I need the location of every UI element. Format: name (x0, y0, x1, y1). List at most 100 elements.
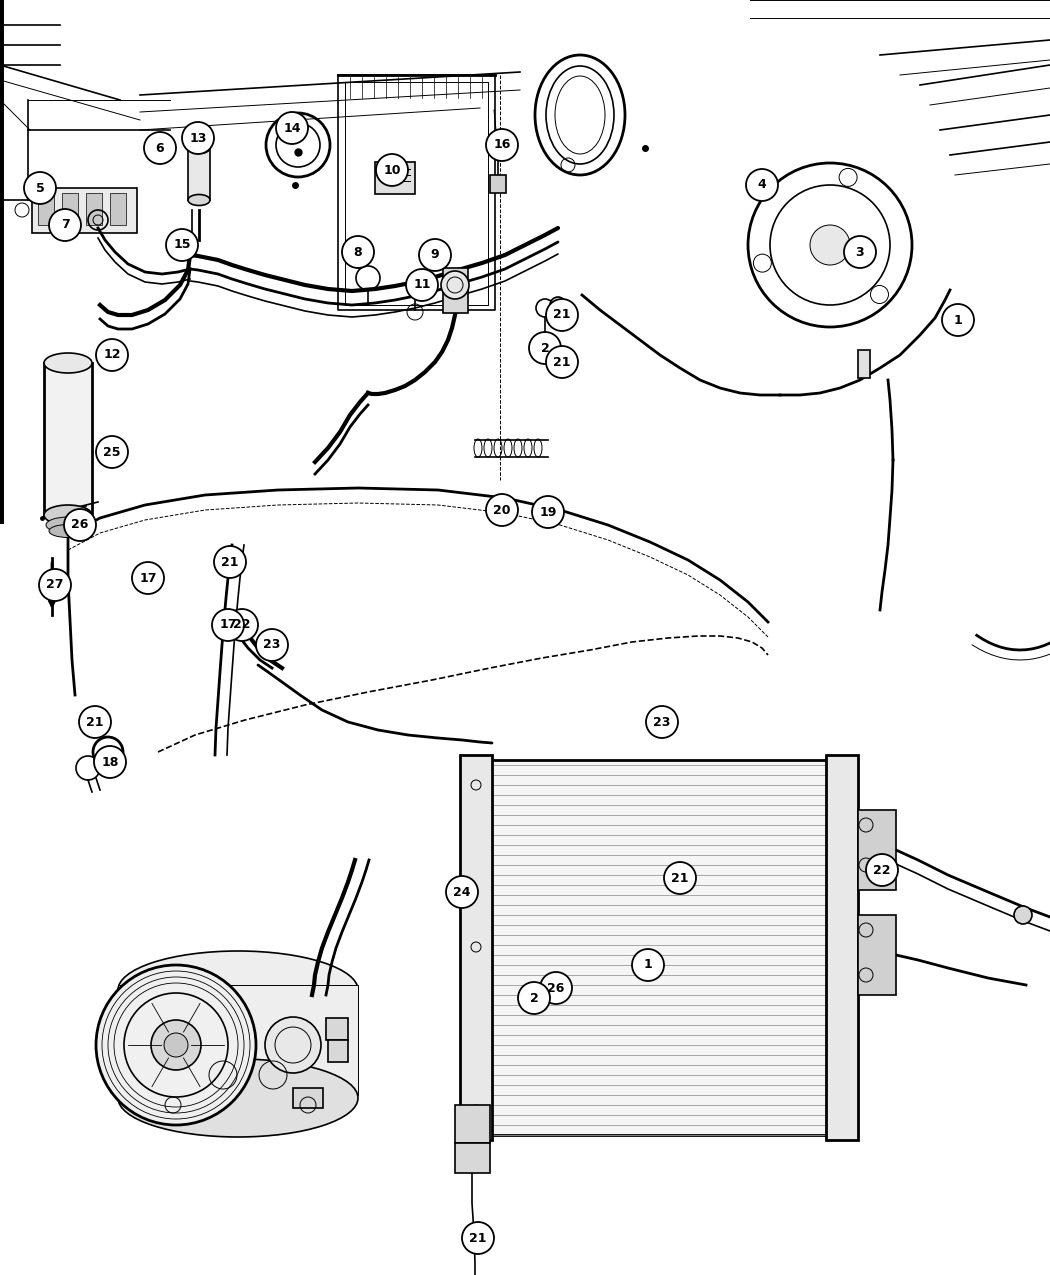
Bar (44, 363, 92, 515)
Text: 8: 8 (354, 246, 362, 259)
Circle shape (866, 854, 898, 886)
Circle shape (664, 862, 696, 894)
Circle shape (546, 346, 578, 377)
Circle shape (144, 133, 176, 164)
Bar (455, 1105, 490, 1142)
Bar (858, 810, 896, 890)
Bar (326, 1017, 348, 1040)
Circle shape (810, 224, 851, 265)
Text: 19: 19 (540, 505, 557, 519)
Text: 24: 24 (454, 886, 470, 899)
Circle shape (550, 351, 566, 366)
Circle shape (839, 168, 857, 186)
Text: 27: 27 (46, 579, 64, 592)
Circle shape (518, 982, 550, 1014)
Bar (460, 755, 492, 1140)
Text: 18: 18 (101, 756, 119, 769)
Ellipse shape (49, 524, 87, 538)
Circle shape (256, 629, 288, 660)
Text: 14: 14 (284, 121, 300, 134)
Bar (188, 148, 210, 200)
Text: 26: 26 (71, 519, 88, 532)
Circle shape (164, 1033, 188, 1057)
Bar (110, 193, 126, 224)
Bar (826, 755, 858, 1140)
Circle shape (419, 238, 452, 272)
Text: 4: 4 (758, 179, 766, 191)
Circle shape (342, 236, 374, 268)
Text: 5: 5 (36, 181, 44, 195)
Text: 12: 12 (103, 348, 121, 362)
Bar (158, 1088, 188, 1108)
Text: 10: 10 (383, 163, 401, 176)
Circle shape (632, 949, 664, 980)
Ellipse shape (188, 195, 210, 205)
Text: 9: 9 (430, 249, 439, 261)
Circle shape (462, 1221, 493, 1255)
Text: 21: 21 (671, 872, 689, 885)
Text: 17: 17 (140, 571, 156, 584)
Circle shape (151, 1020, 201, 1070)
Ellipse shape (44, 505, 92, 525)
Circle shape (166, 230, 198, 261)
Circle shape (212, 609, 244, 641)
Circle shape (1014, 907, 1032, 924)
Bar (118, 986, 358, 1095)
Text: 26: 26 (547, 982, 565, 994)
Circle shape (486, 493, 518, 527)
Text: 2: 2 (529, 992, 539, 1005)
Bar (62, 193, 78, 224)
Bar (490, 760, 828, 1135)
Circle shape (49, 209, 81, 241)
Circle shape (942, 303, 974, 337)
Text: 21: 21 (469, 1232, 487, 1244)
Circle shape (746, 170, 778, 201)
Circle shape (488, 135, 508, 156)
Text: 16: 16 (494, 139, 510, 152)
Circle shape (182, 122, 214, 154)
Text: 17: 17 (219, 618, 236, 631)
Circle shape (446, 876, 478, 908)
Bar (858, 915, 896, 994)
Text: 2: 2 (541, 342, 549, 354)
Circle shape (96, 965, 256, 1125)
Circle shape (132, 562, 164, 594)
Circle shape (96, 339, 128, 371)
Circle shape (226, 609, 258, 641)
Bar (490, 175, 506, 193)
Bar (858, 351, 870, 377)
Circle shape (39, 569, 71, 601)
Circle shape (646, 706, 678, 738)
Text: 22: 22 (874, 863, 890, 876)
Text: 1: 1 (644, 959, 652, 972)
Text: 15: 15 (173, 238, 191, 251)
Circle shape (96, 436, 128, 468)
Text: 20: 20 (494, 504, 510, 516)
Text: 7: 7 (61, 218, 69, 232)
Bar (38, 193, 54, 224)
Circle shape (550, 297, 566, 312)
Ellipse shape (118, 951, 358, 1029)
Circle shape (79, 706, 111, 738)
Circle shape (529, 332, 561, 363)
Circle shape (64, 509, 96, 541)
Circle shape (532, 496, 564, 528)
Bar (86, 193, 102, 224)
Text: 1: 1 (953, 314, 963, 326)
Circle shape (214, 546, 246, 578)
Text: 21: 21 (553, 309, 571, 321)
Circle shape (870, 286, 888, 303)
Text: 21: 21 (553, 356, 571, 368)
Text: 25: 25 (103, 445, 121, 459)
Ellipse shape (44, 353, 92, 374)
Text: 3: 3 (856, 246, 864, 259)
Bar (32, 187, 136, 233)
Circle shape (94, 746, 126, 778)
Circle shape (24, 172, 56, 204)
Circle shape (844, 236, 876, 268)
Text: 23: 23 (653, 715, 671, 728)
Circle shape (540, 972, 572, 1003)
Ellipse shape (46, 516, 90, 533)
Text: 11: 11 (414, 278, 430, 292)
Circle shape (754, 254, 772, 272)
